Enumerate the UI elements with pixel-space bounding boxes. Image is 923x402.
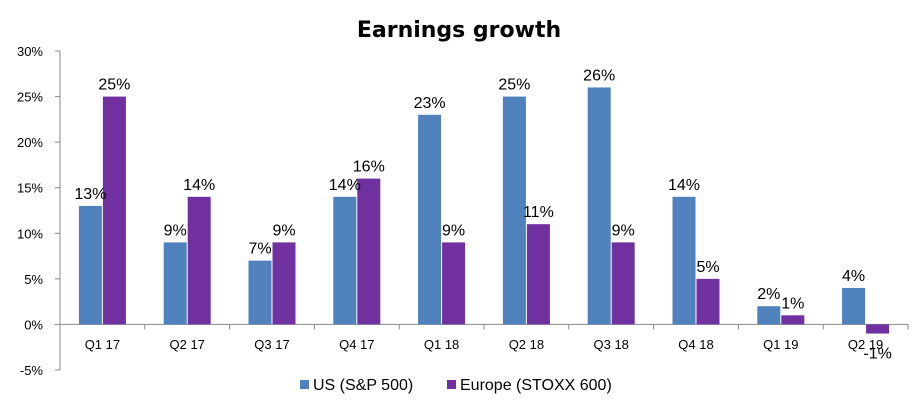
europe-bar (696, 278, 720, 325)
x-category-label: Q4 18 (678, 337, 713, 352)
data-label: 9% (164, 222, 187, 239)
legend-label-us: US (S&P 500) (313, 377, 413, 394)
x-category-label: Q2 17 (169, 337, 204, 352)
y-tick-label: 30% (17, 44, 43, 59)
y-tick-label: 15% (17, 181, 43, 196)
europe-bar (611, 242, 635, 325)
y-tick-label: 0% (24, 317, 43, 332)
us-bar (248, 260, 272, 325)
data-label: 4% (842, 268, 865, 285)
europe-bar (272, 242, 296, 325)
us-bar (163, 242, 187, 325)
data-label: 14% (183, 177, 215, 194)
data-label: 9% (442, 222, 465, 239)
us-bar (333, 196, 357, 325)
data-label: 2% (757, 286, 780, 303)
europe-bar (526, 224, 550, 325)
x-category-label: Q1 18 (424, 337, 459, 352)
europe-bar (781, 315, 805, 325)
europe-bar (102, 96, 126, 325)
x-category-label: Q2 19 (848, 337, 883, 352)
y-axis: 30% 25% 20% 15% 10% 5% 0% -5% (17, 44, 61, 378)
us-bar (502, 96, 526, 325)
legend-swatch-europe (447, 380, 456, 389)
us-bar (78, 205, 102, 325)
data-label: 5% (696, 259, 719, 276)
y-tick-label: -5% (20, 363, 44, 378)
us-bar (672, 196, 696, 325)
data-label: 7% (248, 241, 271, 258)
data-label: 14% (329, 177, 361, 194)
x-category-label: Q3 17 (254, 337, 289, 352)
us-bar (842, 287, 866, 325)
y-tick-label: 20% (17, 135, 43, 150)
data-label: 16% (353, 159, 385, 176)
data-label: 25% (98, 77, 130, 94)
europe-bar (187, 196, 211, 325)
data-label: 13% (74, 186, 106, 203)
x-category-label: Q1 17 (85, 337, 120, 352)
y-tick-label: 5% (24, 272, 43, 287)
data-label: 26% (583, 67, 615, 84)
data-label: 25% (498, 77, 530, 94)
legend-swatch-us (300, 380, 309, 389)
x-category-label: Q2 18 (509, 337, 544, 352)
x-category-label: Q1 19 (763, 337, 798, 352)
europe-bar (357, 178, 381, 325)
data-label: -1% (863, 346, 891, 363)
data-label: 9% (272, 222, 295, 239)
data-label: 9% (612, 222, 635, 239)
data-label: 1% (781, 295, 804, 312)
y-tick-label: 25% (17, 90, 43, 105)
data-labels: 13%9%7%14%23%25%26%14%2%4%25%14%9%16%9%1… (74, 67, 891, 362)
us-bar (757, 306, 781, 325)
x-axis: Q1 17 Q2 17 Q3 17 Q4 17 Q1 18 Q2 18 Q3 18 Q4 18… (59, 323, 909, 352)
x-category-label: Q4 17 (339, 337, 374, 352)
us-bar (587, 87, 611, 325)
bars (78, 87, 890, 334)
data-label: 14% (668, 177, 700, 194)
europe-bar (866, 324, 890, 334)
us-bar (418, 114, 442, 325)
europe-bar (442, 242, 466, 325)
data-label: 11% (523, 204, 554, 221)
chart-title: Earnings growth (357, 18, 561, 43)
y-tick-label: 10% (17, 226, 43, 241)
x-category-label: Q3 18 (593, 337, 628, 352)
legend: US (S&P 500) Europe (STOXX 600) (300, 377, 612, 394)
data-label: 23% (414, 95, 446, 112)
legend-label-europe: Europe (STOXX 600) (460, 377, 612, 394)
